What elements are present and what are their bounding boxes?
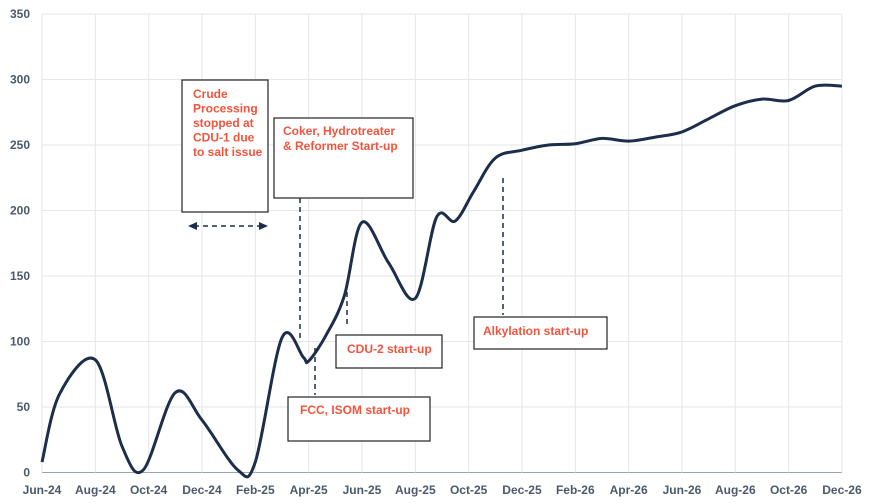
x-tick-label: Apr-26 [610, 483, 648, 497]
annotation-text: Coker, Hydrotreater [283, 124, 395, 138]
series-line [40, 83, 842, 479]
annotation-fcc: FCC, ISOM start-up [287, 396, 431, 442]
arrowhead-left-icon [188, 222, 197, 230]
y-tick-label: 50 [17, 400, 31, 414]
annotation-alky: Alkylation start-up [473, 316, 608, 350]
x-tick-label: Apr-25 [290, 483, 328, 497]
y-tick-label: 350 [10, 7, 30, 21]
x-tick-label: Jun-25 [343, 483, 382, 497]
x-tick-label: Dec-24 [182, 483, 222, 497]
x-axis-labels: Jun-24 Aug-24 Oct-24 Dec-24 Feb-25 Apr-25 Jun-… [23, 483, 862, 497]
x-tick-label: Jun-24 [23, 483, 62, 497]
annotation-coker: Coker, Hydrotreater& Reformer Start-up [273, 117, 414, 199]
x-tick-label: Dec-26 [822, 483, 862, 497]
annotation-text: CDU-2 start-up [347, 342, 432, 356]
grid [41, 13, 843, 473]
y-tick-label: 100 [10, 335, 30, 349]
x-tick-label: Aug-24 [75, 483, 116, 497]
x-tick-label: Feb-26 [556, 483, 595, 497]
annotation-box [335, 334, 443, 369]
y-tick-label: 150 [10, 269, 30, 283]
y-tick-label: 300 [10, 73, 30, 87]
arrowhead-right-icon [259, 222, 268, 230]
x-tick-label: Aug-25 [395, 483, 436, 497]
annotation-box [181, 79, 269, 213]
x-tick-label: Feb-25 [236, 483, 275, 497]
annotation-text: Crude [193, 87, 228, 101]
x-tick-label: Jun-26 [663, 483, 702, 497]
annotation-text: Processing [193, 102, 258, 116]
annotation-text: & Reformer Start-up [283, 139, 398, 153]
annotation-box [273, 117, 414, 199]
x-tick-label: Dec-25 [502, 483, 542, 497]
annotation-text: to salt issue [193, 145, 263, 159]
x-tick-label: Oct-26 [770, 483, 808, 497]
x-tick-label: Oct-25 [450, 483, 488, 497]
y-tick-label: 200 [10, 204, 30, 218]
x-tick-label: Oct-24 [130, 483, 168, 497]
y-axis-labels: 0 50 100 150 200 250 300 350 [10, 7, 30, 480]
annotation-text: stopped at [193, 116, 254, 130]
annotation-text: FCC, ISOM start-up [300, 403, 410, 417]
x-tick-label: Aug-26 [715, 483, 756, 497]
annotation-cdu2: CDU-2 start-up [335, 334, 443, 369]
annotation-text: CDU-1 due [193, 131, 255, 145]
annotation-box [287, 396, 431, 442]
y-tick-label: 0 [23, 466, 30, 480]
annotation-text: Alkylation start-up [483, 324, 588, 338]
y-tick-label: 250 [10, 138, 30, 152]
annotation-box [473, 316, 608, 350]
